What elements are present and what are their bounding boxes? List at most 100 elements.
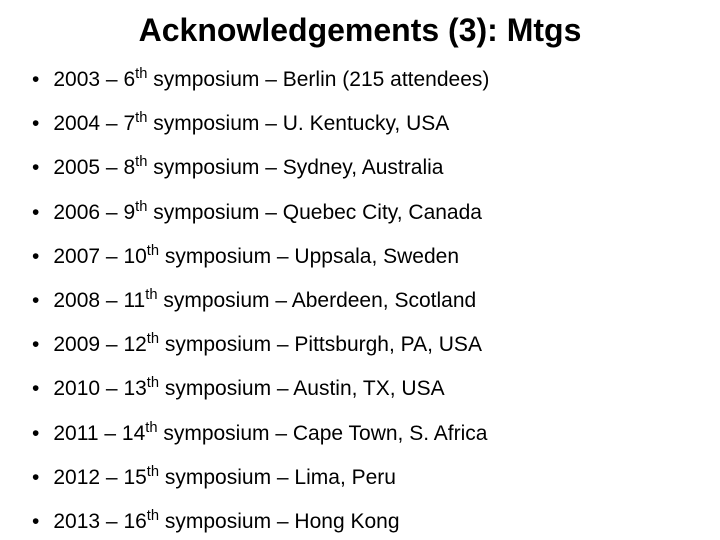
year: 2005 [53,156,100,179]
slide-title: Acknowledgements (3): Mtgs [24,12,696,49]
list-item: • 2006 – 9th symposium – Quebec City, Can… [32,200,696,225]
location: Hong Kong [294,510,399,533]
year: 2011 [53,422,98,445]
separator: – [277,245,295,268]
year: 2010 [53,377,100,400]
symposium-label: symposium [158,289,276,312]
separator: – [277,333,295,356]
list-item: • 2008 – 11th symposium – Aberdeen, Scotl… [32,288,696,313]
ordinal-number: 13 [123,377,146,400]
list-item-text: 2010 – 13th symposium – Austin, TX, USA [53,376,444,401]
bullet-list: •2003 – 6th symposium – Berlin (215 atte… [24,67,696,534]
list-item-text: 2004 – 7th symposium – U. Kentucky, USA [53,111,449,136]
symposium-label: symposium [159,245,277,268]
list-item-text: 2011 – 14th symposium – Cape Town, S. Af… [53,421,487,446]
bullet-icon: • [32,69,39,90]
separator: – [265,68,283,91]
ordinal-number: 9 [123,201,135,224]
symposium-label: symposium [147,156,265,179]
separator: – [100,289,123,312]
symposium-label: symposium [159,333,277,356]
list-item: • 2007 – 10th symposium – Uppsala, Sweden [32,244,696,269]
year: 2008 [53,289,100,312]
ordinal-number: 7 [123,112,135,135]
list-item-text: 2008 – 11th symposium – Aberdeen, Scotla… [53,288,476,313]
separator: – [277,377,293,400]
list-item-text: 2009 – 12th symposium – Pittsburgh, PA, … [53,332,482,357]
bullet-icon: • [32,423,39,444]
year: 2006 [53,201,100,224]
year: 2013 [53,510,100,533]
ordinal-number: 6 [123,68,135,91]
bullet-icon: • [32,113,39,134]
separator: – [100,245,123,268]
ordinal-number: 10 [123,245,146,268]
symposium-label: symposium [158,422,276,445]
location: Lima, Peru [294,466,396,489]
ordinal-number: 14 [122,422,145,445]
ordinal-number: 11 [123,289,145,312]
list-item: • 2005 – 8th symposium – Sydney, Australi… [32,155,696,180]
separator: – [275,422,293,445]
ordinal-number: 16 [123,510,146,533]
list-item: • 2010 – 13th symposium – Austin, TX, USA [32,376,696,401]
slide: Acknowledgements (3): Mtgs •2003 – 6th s… [0,0,720,540]
list-item: • 2011 – 14th symposium – Cape Town, S. A… [32,421,696,446]
separator: – [100,201,123,224]
location: Pittsburgh, PA, USA [294,333,482,356]
bullet-icon: • [32,467,39,488]
bullet-icon: • [32,511,39,532]
location: Aberdeen, Scotland [292,289,476,312]
list-item: • 2003 – 6th symposium – Berlin (215 atte… [32,67,696,92]
list-item-text: 2007 – 10th symposium – Uppsala, Sweden [53,244,459,269]
separator: – [277,510,295,533]
separator: – [99,422,122,445]
separator: – [275,289,291,312]
separator: – [100,377,123,400]
list-item: •2012 – 15th symposium – Lima, Peru [32,465,696,490]
list-item-text: 2006 – 9th symposium – Quebec City, Cana… [53,200,482,225]
year: 2004 [53,112,100,135]
ordinal-number: 8 [123,156,135,179]
bullet-icon: • [32,334,39,355]
bullet-icon: • [32,246,39,267]
list-item: • 2004 – 7th symposium – U. Kentucky, USA [32,111,696,136]
bullet-icon: • [32,290,39,311]
separator: – [100,68,123,91]
ordinal-suffix: th [147,375,159,391]
symposium-label: symposium [147,112,265,135]
ordinal-suffix: th [145,420,157,436]
year: 2012 [53,466,100,489]
location: Cape Town, S. Africa [293,422,488,445]
symposium-label: symposium [159,466,277,489]
separator: – [100,466,123,489]
separator: – [277,466,295,489]
separator: – [100,333,123,356]
ordinal-suffix: th [147,331,159,347]
location: Quebec City, Canada [283,201,482,224]
ordinal-suffix: th [147,243,159,259]
symposium-label: symposium [159,377,277,400]
year: 2003 [53,68,100,91]
ordinal-number: 15 [123,466,146,489]
symposium-label: symposium [159,510,277,533]
separator: – [100,156,123,179]
list-item-text: 2005 – 8th symposium – Sydney, Australia [53,155,443,180]
bullet-icon: • [32,378,39,399]
bullet-icon: • [32,202,39,223]
ordinal-suffix: th [135,199,147,215]
list-item-text: 2013 – 16th symposium – Hong Kong [53,509,399,534]
bullet-icon: • [32,157,39,178]
location: Berlin (215 attendees) [283,68,490,91]
ordinal-number: 12 [123,333,146,356]
separator: – [265,112,283,135]
symposium-label: symposium [147,201,265,224]
location: Austin, TX, USA [293,377,444,400]
ordinal-suffix: th [147,508,159,524]
location: Sydney, Australia [283,156,444,179]
ordinal-suffix: th [145,287,157,303]
symposium-label: symposium [147,68,265,91]
location: Uppsala, Sweden [294,245,459,268]
ordinal-suffix: th [135,154,147,170]
ordinal-suffix: th [135,66,147,82]
